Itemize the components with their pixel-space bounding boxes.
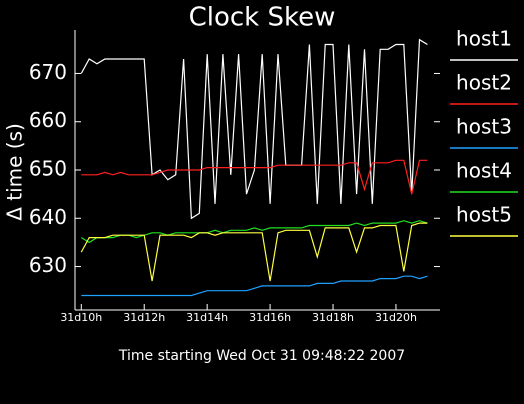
x-tick-label: 31d12h [123,311,165,324]
x-tick-label: 31d18h [312,311,354,324]
x-tick-label: 31d10h [60,311,102,324]
series-line [80,220,428,244]
series-line [81,275,428,297]
x-axis-label: Time starting Wed Oct 31 09:48:22 2007 [118,348,405,364]
y-tick-label: 670 [29,60,67,84]
x-tick-label: 31d20h [375,311,417,324]
legend-label: host2 [456,71,512,95]
x-tick-label: 31d16h [249,311,291,324]
chart-title: Clock Skew [189,3,336,33]
legend-label: host1 [456,27,512,51]
legend-label: host5 [456,203,512,227]
legend-label: host4 [456,159,512,183]
y-tick-label: 630 [29,253,67,277]
series-line [80,38,428,220]
y-tick-label: 650 [29,157,67,181]
series-line [81,159,428,195]
legend-label: host3 [456,115,512,139]
series-line [80,222,428,282]
y-tick-label: 640 [29,205,67,229]
y-axis-label: Δ time (s) [3,123,27,221]
y-tick-label: 660 [29,108,67,132]
x-tick-label: 31d14h [186,311,228,324]
